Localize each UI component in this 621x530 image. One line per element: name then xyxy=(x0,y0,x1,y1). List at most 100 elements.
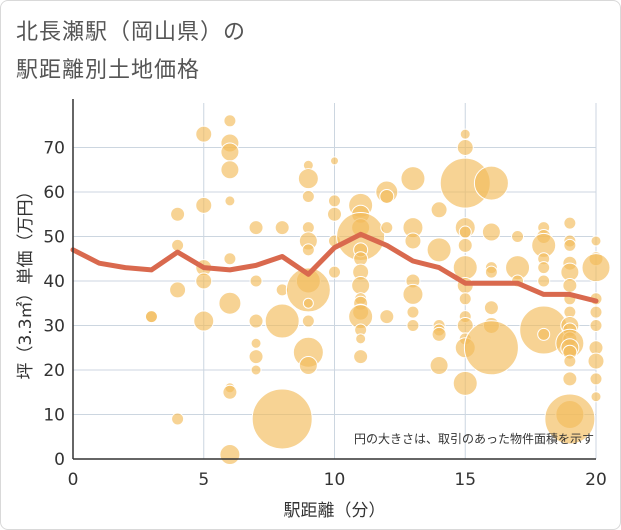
bubble xyxy=(456,139,474,156)
bubble xyxy=(223,252,237,266)
bubble xyxy=(250,337,262,349)
bubble xyxy=(463,320,519,376)
bubble xyxy=(302,297,314,309)
bubble xyxy=(251,388,313,450)
bubble xyxy=(400,166,426,192)
x-axis-title: 駅距離（分） xyxy=(284,501,386,521)
bubble xyxy=(301,314,315,328)
y-tick-label: 60 xyxy=(43,183,65,203)
bubble xyxy=(459,128,471,140)
bubble xyxy=(171,238,185,252)
bubble xyxy=(379,309,395,325)
bubble xyxy=(431,326,447,342)
bubble xyxy=(590,235,602,247)
bubble xyxy=(537,327,551,341)
bubble xyxy=(195,196,213,214)
chart-title-line2: 駅距離別土地価格 xyxy=(16,58,201,83)
bubble xyxy=(351,275,371,295)
bubble xyxy=(562,277,578,293)
bubble xyxy=(452,370,478,396)
bubble xyxy=(297,168,319,190)
bubble xyxy=(458,225,472,239)
axes xyxy=(72,99,596,460)
bubble xyxy=(249,274,263,288)
bubble xyxy=(218,291,242,315)
grid-lines xyxy=(73,103,597,459)
x-tick-label: 20 xyxy=(585,470,607,490)
bubble xyxy=(589,372,603,386)
bubble xyxy=(327,206,342,222)
bubble xyxy=(511,230,525,243)
bubble xyxy=(220,160,240,180)
bubble xyxy=(590,391,602,403)
y-axis-title: 坪（3.3㎡）単価（万円） xyxy=(16,182,36,379)
bubble xyxy=(457,237,473,253)
bubble xyxy=(171,412,185,426)
x-tick-label: 15 xyxy=(454,470,476,490)
chart-title-line1: 北長瀬駅（岡山県）の xyxy=(16,20,247,45)
bubble xyxy=(483,300,499,316)
bubble xyxy=(379,188,395,204)
x-tick-label: 10 xyxy=(324,470,346,490)
bubble xyxy=(537,261,551,275)
y-tick-label: 0 xyxy=(54,450,65,470)
y-tick-label: 10 xyxy=(43,406,65,426)
bubble xyxy=(223,114,237,128)
x-tick-label: 0 xyxy=(68,470,79,490)
bubble xyxy=(301,189,315,203)
bubble xyxy=(248,313,264,329)
bubble xyxy=(544,393,596,445)
bubble xyxy=(589,319,603,332)
y-tick-label: 50 xyxy=(43,228,65,248)
bubble xyxy=(563,216,577,230)
bubble xyxy=(285,267,331,313)
bubble xyxy=(298,356,318,376)
bubble xyxy=(563,238,577,252)
bubble xyxy=(169,281,187,299)
bubble xyxy=(402,283,424,305)
bubble xyxy=(195,125,213,143)
bubble xyxy=(430,201,448,219)
bubble xyxy=(195,272,213,290)
bubble xyxy=(404,232,422,250)
bubble xyxy=(458,292,472,306)
bubble xyxy=(248,349,264,365)
bubble xyxy=(328,194,341,208)
bubble xyxy=(562,371,578,387)
bubble xyxy=(353,349,369,365)
bubble xyxy=(581,253,611,283)
bubble xyxy=(224,195,236,207)
bubble xyxy=(380,221,394,235)
bubble xyxy=(587,352,605,370)
bubble xyxy=(250,364,262,376)
bubble xyxy=(589,305,603,319)
bubble xyxy=(355,333,367,345)
bubble-series xyxy=(144,114,611,466)
bubble xyxy=(537,274,551,288)
bubble xyxy=(406,319,420,332)
bubble xyxy=(330,156,339,166)
bubble xyxy=(481,222,501,242)
y-tick-label: 40 xyxy=(43,272,65,292)
bubble xyxy=(170,206,186,222)
y-tick-label: 70 xyxy=(43,139,65,159)
bubble xyxy=(563,354,577,368)
bubble xyxy=(473,165,509,201)
y-tick-label: 20 xyxy=(43,361,65,381)
bubble xyxy=(328,265,341,279)
bubble xyxy=(144,310,158,324)
bubble xyxy=(220,142,240,162)
bubble xyxy=(222,384,238,400)
bubble xyxy=(429,356,449,376)
bubble xyxy=(406,305,420,319)
bubble xyxy=(274,220,290,236)
tick-labels: 0 10 20 30 40 50 60 70 0 5 10 15 20 xyxy=(43,139,606,491)
y-tick-label: 30 xyxy=(43,317,65,337)
bubble xyxy=(426,237,452,263)
bubble xyxy=(248,220,264,236)
x-tick-label: 5 xyxy=(198,470,209,490)
bubble-size-note: 円の大きさは、取引のあった物件面積を示す xyxy=(354,431,594,446)
bubble xyxy=(301,243,315,257)
bubble xyxy=(264,303,300,339)
